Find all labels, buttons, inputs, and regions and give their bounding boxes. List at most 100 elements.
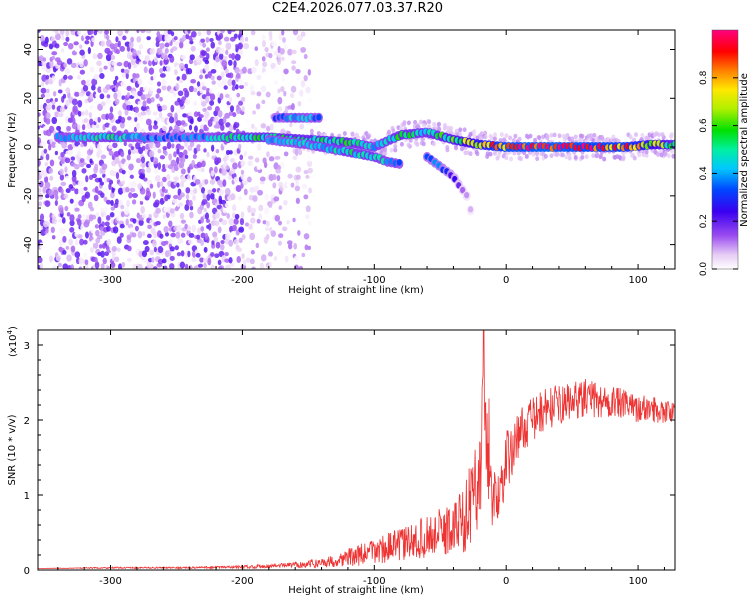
spectrogram-noise-cell <box>273 66 280 73</box>
spectrogram-noise-cell <box>206 202 211 209</box>
spectrogram-noise-cell <box>67 117 74 123</box>
spectrogram-noise-cell <box>146 179 153 186</box>
spectrogram-noise-cell <box>256 163 262 171</box>
top-x-axis: -300 -200 -100 0 100 <box>57 30 665 286</box>
spectrogram-noise-cell <box>79 61 84 68</box>
bottom-x-tick-label: -200 <box>231 576 254 587</box>
bottom-y-tick-label: 3 <box>24 341 30 352</box>
spectrogram-noise-cell <box>101 163 108 170</box>
spectrogram-halo-cell <box>596 138 601 144</box>
spectrogram-noise-cell <box>250 207 257 214</box>
spectrogram-noise-cell <box>142 86 149 92</box>
spectrogram-halo-cell <box>669 148 674 154</box>
spectrogram-halo-cell <box>632 155 637 161</box>
spectrogram-noise-cell <box>44 176 49 184</box>
spectrogram-noise-cell <box>124 161 130 166</box>
colorbar-tick-label: 0.6 <box>699 118 709 133</box>
spectrogram-noise-cell <box>247 160 253 167</box>
bottom-y-tick-label: 0 <box>24 566 30 577</box>
spectrogram-noise-cell <box>234 66 240 74</box>
spectrogram-noise-cell <box>54 150 59 156</box>
spectrogram-noise-cell <box>55 33 61 41</box>
spectrogram-noise-cell <box>167 249 172 257</box>
spectrogram-noise-cell <box>82 213 87 219</box>
spectrogram-noise-cell <box>187 250 191 258</box>
spectrogram-noise-cell <box>135 122 140 130</box>
spectrogram-noise-cell <box>74 207 80 212</box>
colorbar: 0.0 0.2 0.4 0.6 0.8 Normalized spectral ampl… <box>699 29 750 276</box>
spectrogram-noise-cell <box>137 112 142 118</box>
spectrogram-noise-cell <box>74 188 79 195</box>
spectrogram-noise-cell <box>200 225 205 232</box>
spectrogram-noise-cell <box>87 201 93 209</box>
spectrogram-noise-cell <box>138 219 144 226</box>
spectrogram-noise-cell <box>113 92 118 100</box>
spectrogram-halo-cell <box>567 152 572 158</box>
bottom-x-tick-label: -300 <box>99 576 122 587</box>
top-x-tick-label: 0 <box>503 275 509 286</box>
spectrogram-noise-cell <box>133 63 138 69</box>
top-y-tick-label: 0 <box>23 144 34 150</box>
spectrogram-noise-cell <box>176 224 182 232</box>
spectrogram-noise-cell <box>77 100 83 108</box>
spectrogram-noise-cell <box>249 258 255 265</box>
spectrogram-noise-cell <box>191 224 197 233</box>
spectrogram-noise-cell <box>181 73 187 81</box>
spectrogram-noise-cell <box>101 221 105 228</box>
spectrogram-noise-cell <box>71 98 78 106</box>
spectrogram-noise-cell <box>93 68 98 73</box>
spectrogram-noise-cell <box>287 173 293 179</box>
spectrogram-noise-cell <box>126 92 131 98</box>
spectrogram-halo-cell <box>602 156 607 162</box>
spectrogram-halo-cell <box>383 147 388 153</box>
spectrogram-noise-cell <box>132 48 137 57</box>
spectrogram-noise-cell <box>100 263 105 269</box>
spectrogram-noise-cell <box>225 165 230 170</box>
spectrogram-noise-cell <box>130 180 137 188</box>
spectrogram-halo-cell <box>454 145 459 151</box>
spectrogram-noise-cell <box>148 161 153 168</box>
spectrogram-noise-cell <box>94 257 98 263</box>
spectrogram-halo-cell <box>386 129 391 135</box>
spectrogram-noise-cell <box>91 37 96 43</box>
spectrogram-noise-cell <box>229 193 236 201</box>
spectrogram-noise-cell <box>209 193 215 200</box>
spectrogram-noise-cell <box>81 79 86 86</box>
spectrogram-noise-cell <box>278 233 284 239</box>
spectrogram-noise-cell <box>53 210 59 217</box>
spectrogram-noise-cell <box>178 62 185 69</box>
spectrogram-noise-cell <box>264 207 270 215</box>
spectrogram-noise-cell <box>120 68 125 73</box>
spectrogram-noise-cell <box>156 81 162 87</box>
spectrogram-noise-cell <box>74 201 79 207</box>
spectrogram-noise-cell <box>132 193 138 198</box>
spectrogram-noise-cell <box>55 255 62 262</box>
spectrogram-noise-cell <box>216 157 222 164</box>
spectrogram-halo-cell <box>671 153 675 159</box>
spectrogram-noise-cell <box>84 218 91 225</box>
spectrogram-noise-cell <box>270 230 277 238</box>
spectrogram-noise-cell <box>184 98 191 105</box>
spectrogram-noise-cell <box>91 214 97 220</box>
spectrogram-halo-cell <box>630 153 635 158</box>
spectrogram-noise-cell <box>100 40 106 48</box>
spectrogram-noise-cell <box>213 61 219 68</box>
spectrogram-noise-cell <box>104 221 110 227</box>
spectrogram-noise-cell <box>44 79 50 85</box>
spectrogram-noise-cell <box>130 146 135 151</box>
spectrogram-noise-cell <box>193 100 198 106</box>
spectrogram-noise-cell <box>188 264 193 269</box>
spectrogram-noise-cell <box>137 100 143 106</box>
spectrogram-noise-cell <box>283 236 288 243</box>
spectrogram-noise-cell <box>45 98 51 104</box>
spectrogram-noise-cell <box>229 105 235 113</box>
spectrogram-noise-cell <box>298 265 303 269</box>
spectrogram-noise-cell <box>198 182 203 189</box>
spectrogram-noise-cell <box>209 179 216 185</box>
spectrogram-noise-cell <box>203 117 209 123</box>
spectrogram-noise-cell <box>242 66 247 74</box>
spectrogram-noise-cell <box>162 66 166 72</box>
spectrogram-noise-cell <box>149 54 154 62</box>
spectrogram-noise-cell <box>107 60 112 67</box>
